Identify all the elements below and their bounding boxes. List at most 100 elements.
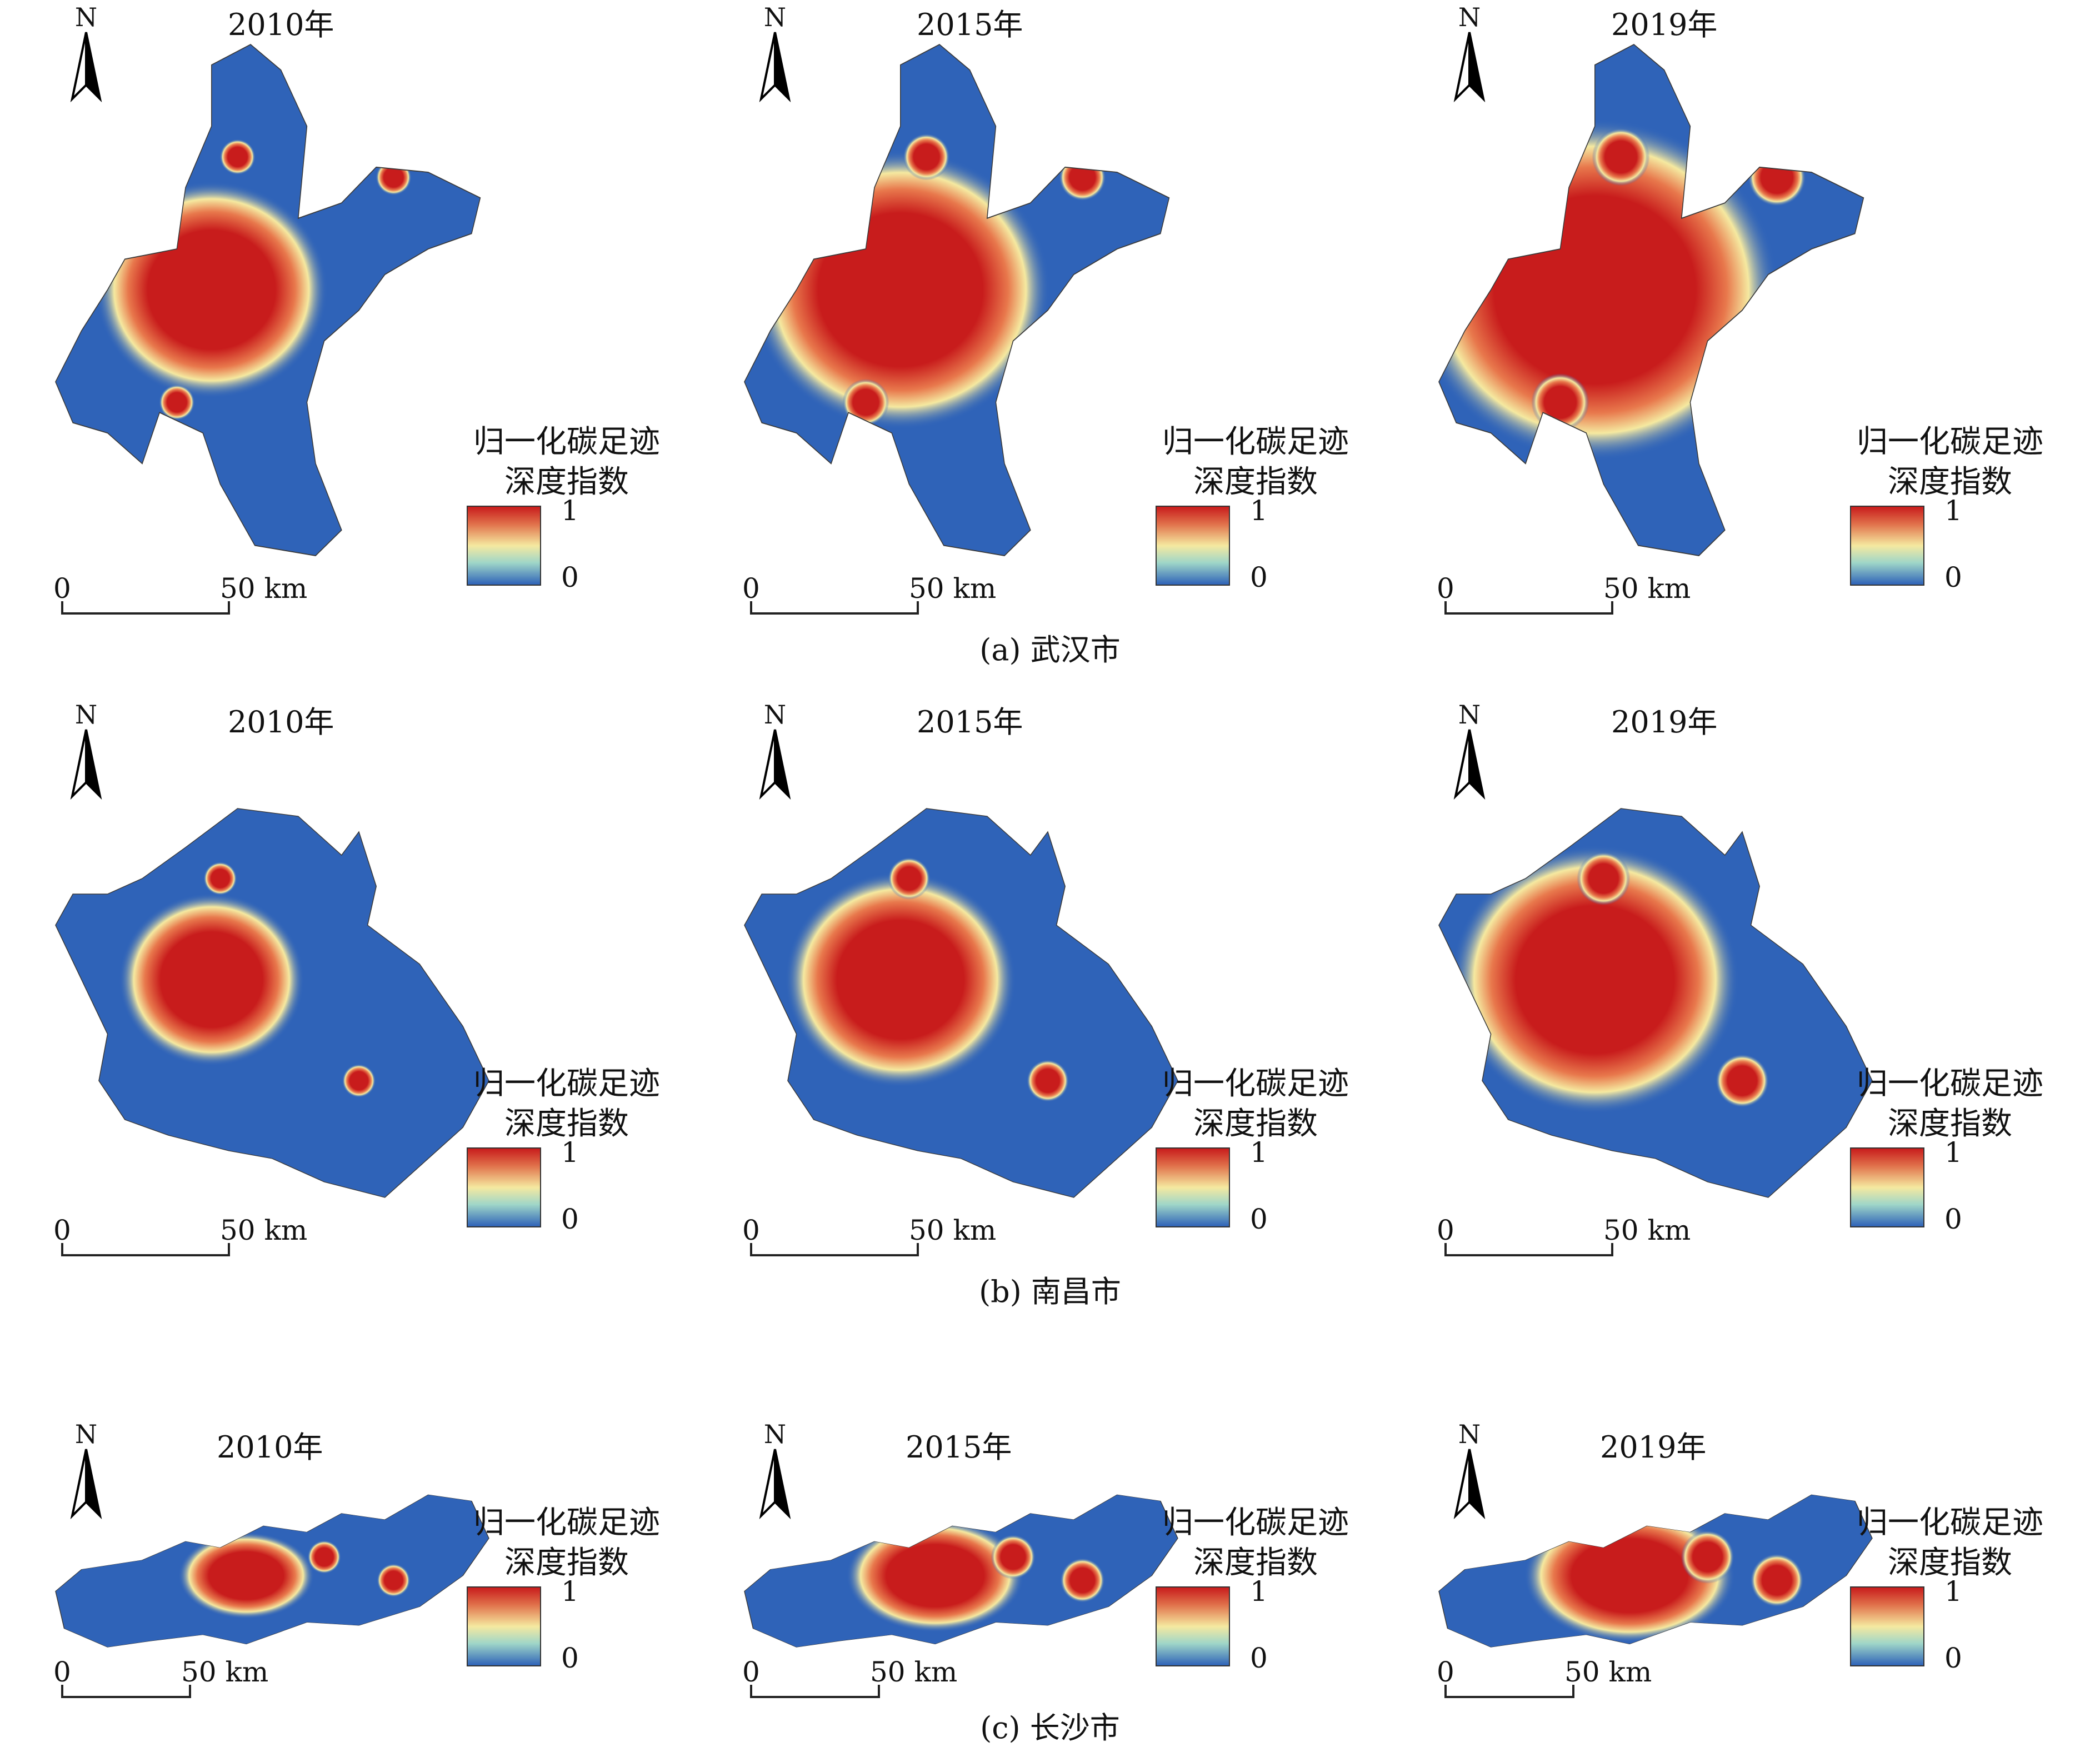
satellite-hotspot <box>1577 852 1631 905</box>
legend-max-label: 1 <box>1250 1136 1268 1169</box>
scale-zero-label: 0 <box>1437 572 1454 605</box>
year-label: 2010年 <box>228 705 334 740</box>
city-boundary <box>1438 808 1873 1198</box>
north-arrow-icon <box>759 1449 791 1520</box>
scale-fifty-label: 50 km <box>1564 1656 1652 1688</box>
satellite-hotspot <box>203 862 237 895</box>
legend-colorbar <box>1156 506 1230 586</box>
legend-title-line2: 深度指数 <box>504 1545 629 1581</box>
legend-min-label: 0 <box>561 1203 579 1235</box>
city-boundary <box>744 1494 1178 1648</box>
year-label: 2015年 <box>917 705 1023 740</box>
legend-min-label: 0 <box>561 561 579 593</box>
map-fill <box>56 44 481 556</box>
city-map <box>55 43 481 556</box>
satellite-hotspot <box>1027 1060 1069 1102</box>
north-label: N <box>74 2 98 32</box>
legend-title-line1: 归一化碳足迹 <box>1162 424 1349 460</box>
legend-min-label: 0 <box>561 1642 579 1674</box>
scale-zero-label: 0 <box>742 572 760 605</box>
map-fill <box>744 1495 1178 1648</box>
city-map <box>1438 1494 1873 1648</box>
scale-line <box>61 601 230 615</box>
legend-colorbar <box>1156 1586 1230 1666</box>
legend-title-line1: 归一化碳足迹 <box>473 1066 660 1102</box>
city-map <box>744 1494 1178 1648</box>
satellite-hotspot <box>1592 128 1650 186</box>
city-boundary <box>55 1494 489 1648</box>
scale-line <box>750 1685 880 1698</box>
map-panel-0-1: 2015年 N 归一化碳足迹 深度指数 1 0 0 50 km <box>722 0 1422 622</box>
legend-title-line2: 深度指数 <box>504 464 629 500</box>
legend-max-label: 1 <box>1250 495 1268 527</box>
north-arrow-icon <box>1453 32 1486 103</box>
north-label: N <box>1458 1419 1481 1449</box>
satellite-hotspot <box>377 1564 411 1597</box>
scale-zero-label: 0 <box>742 1656 760 1688</box>
north-arrow-icon <box>759 32 791 103</box>
legend-max-label: 1 <box>561 495 579 527</box>
city-boundary <box>744 43 1170 556</box>
city-boundary <box>744 808 1178 1198</box>
row-a-caption: (a) 武汉市 <box>979 632 1121 667</box>
north-label: N <box>1458 2 1481 32</box>
map-panel-0-2: 2019年 N 归一化碳足迹 深度指数 1 0 0 50 km <box>1417 0 2100 622</box>
satellite-hotspot <box>1716 1054 1769 1107</box>
satellite-hotspot <box>1681 1530 1734 1584</box>
legend-colorbar <box>1850 506 1924 586</box>
north-label: N <box>763 700 787 730</box>
legend-title-line1: 归一化碳足迹 <box>473 424 660 460</box>
city-boundary <box>55 808 489 1198</box>
scale-fifty-label: 50 km <box>1603 572 1691 605</box>
legend-title-line2: 深度指数 <box>504 1106 629 1142</box>
row-b-caption: (b) 南昌市 <box>979 1274 1121 1309</box>
legend-max-label: 1 <box>561 1136 579 1169</box>
satellite-hotspot <box>1748 148 1806 207</box>
scale-fifty-label: 50 km <box>870 1656 958 1688</box>
year-label: 2019年 <box>1600 1430 1707 1465</box>
legend-min-label: 0 <box>1250 1203 1268 1235</box>
legend-title-line2: 深度指数 <box>1888 464 2012 500</box>
legend-title-line2: 深度指数 <box>1193 1106 1318 1142</box>
satellite-hotspot <box>903 133 950 181</box>
scale-line <box>61 1685 191 1698</box>
city-map <box>744 43 1170 556</box>
city-map <box>55 808 489 1198</box>
map-panel-1-0: 2010年 N 归一化碳足迹 深度指数 1 0 0 50 km <box>33 697 733 1320</box>
satellite-hotspot <box>1059 154 1106 201</box>
year-label: 2015年 <box>906 1430 1012 1465</box>
north-arrow-icon <box>1453 729 1486 800</box>
urban-core-hotspot <box>751 150 1050 430</box>
satellite-hotspot <box>342 1064 376 1097</box>
scale-fifty-label: 50 km <box>220 572 308 605</box>
year-label: 2010年 <box>228 7 334 42</box>
satellite-hotspot <box>1060 1558 1105 1603</box>
urban-core-hotspot <box>1439 119 1778 461</box>
scale-line <box>1444 601 1613 615</box>
map-fill <box>744 44 1169 556</box>
legend-colorbar <box>467 1147 541 1227</box>
legend-min-label: 0 <box>1944 561 1962 593</box>
scale-zero-label: 0 <box>1437 1656 1454 1688</box>
year-label: 2019年 <box>1611 7 1718 42</box>
legend-title-line1: 归一化碳足迹 <box>1857 1505 2043 1541</box>
scale-fifty-label: 50 km <box>1603 1214 1691 1246</box>
scale-fifty-label: 50 km <box>181 1656 269 1688</box>
legend-title-line1: 归一化碳足迹 <box>1162 1066 1349 1102</box>
legend-min-label: 0 <box>1944 1203 1962 1235</box>
legend-colorbar <box>1156 1147 1230 1227</box>
map-panel-2-1: 2015年 N 归一化碳足迹 深度指数 1 0 0 50 km <box>722 1419 1422 1711</box>
scale-zero-label: 0 <box>1437 1214 1454 1246</box>
north-label: N <box>763 2 787 32</box>
scale-line <box>750 601 919 615</box>
urban-core-hotspot <box>846 1519 1024 1633</box>
scale-zero-label: 0 <box>53 572 71 605</box>
legend-title-line2: 深度指数 <box>1193 1545 1318 1581</box>
legend-max-label: 1 <box>1944 495 1962 527</box>
scale-fifty-label: 50 km <box>220 1214 308 1246</box>
map-panel-2-0: 2010年 N 归一化碳足迹 深度指数 1 0 0 50 km <box>33 1419 733 1711</box>
legend-title-line1: 归一化碳足迹 <box>473 1505 660 1541</box>
urban-core-hotspot <box>1451 845 1739 1114</box>
satellite-hotspot <box>219 139 256 175</box>
